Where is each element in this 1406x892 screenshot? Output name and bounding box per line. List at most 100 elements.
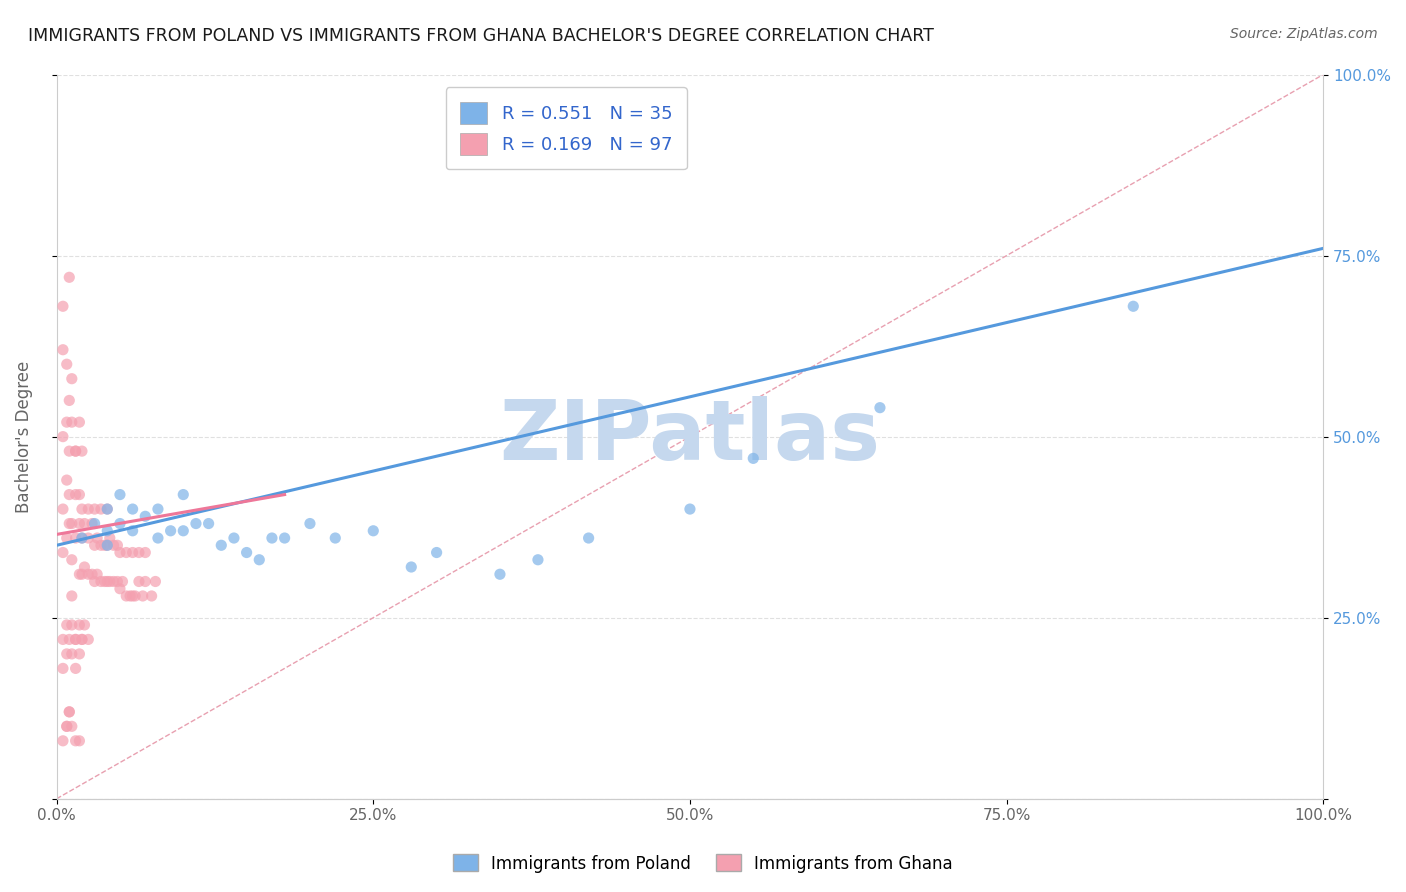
Point — [527, 553, 550, 567]
Point — [52, 734, 75, 748]
Point — [67, 415, 90, 429]
Point — [58, 705, 80, 719]
Point — [273, 531, 295, 545]
Point — [55, 415, 77, 429]
Point — [121, 589, 143, 603]
Point — [361, 524, 384, 538]
Point — [60, 589, 83, 603]
Point — [55, 473, 77, 487]
Point — [108, 582, 131, 596]
Point — [159, 524, 181, 538]
Point — [146, 502, 169, 516]
Point — [65, 487, 87, 501]
Point — [70, 531, 93, 545]
Text: Source: ZipAtlas.com: Source: ZipAtlas.com — [1230, 27, 1378, 41]
Point — [209, 538, 232, 552]
Point — [52, 632, 75, 647]
Point — [90, 502, 112, 516]
Point — [323, 531, 346, 545]
Point — [247, 553, 270, 567]
Point — [55, 719, 77, 733]
Point — [134, 574, 156, 589]
Point — [55, 647, 77, 661]
Point — [52, 299, 75, 313]
Point — [96, 574, 118, 589]
Point — [96, 538, 118, 552]
Point — [67, 487, 90, 501]
Point — [107, 574, 129, 589]
Point — [52, 545, 75, 559]
Point — [52, 343, 75, 357]
Point — [96, 538, 118, 552]
Point — [67, 567, 90, 582]
Point — [58, 444, 80, 458]
Point — [77, 531, 100, 545]
Text: IMMIGRANTS FROM POLAND VS IMMIGRANTS FROM GHANA BACHELOR'S DEGREE CORRELATION CH: IMMIGRANTS FROM POLAND VS IMMIGRANTS FRO… — [28, 27, 934, 45]
Point — [70, 444, 93, 458]
Point — [83, 516, 105, 531]
Point — [184, 516, 207, 531]
Point — [67, 516, 90, 531]
Point — [108, 487, 131, 501]
Point — [578, 531, 600, 545]
Point — [141, 589, 163, 603]
Point — [67, 647, 90, 661]
Point — [60, 415, 83, 429]
Point — [124, 589, 146, 603]
Point — [83, 538, 105, 552]
Point — [58, 487, 80, 501]
Point — [58, 393, 80, 408]
Point — [235, 545, 257, 559]
Point — [86, 567, 108, 582]
Point — [120, 589, 142, 603]
Point — [70, 632, 93, 647]
Point — [55, 531, 77, 545]
Point — [869, 401, 891, 415]
Point — [108, 516, 131, 531]
Point — [83, 574, 105, 589]
Point — [115, 545, 138, 559]
Point — [107, 538, 129, 552]
Point — [298, 516, 321, 531]
Point — [73, 516, 96, 531]
Point — [146, 531, 169, 545]
Point — [108, 545, 131, 559]
Point — [489, 567, 512, 582]
Point — [70, 567, 93, 582]
Point — [103, 538, 125, 552]
Point — [98, 531, 121, 545]
Point — [80, 567, 103, 582]
Point — [65, 444, 87, 458]
Point — [58, 270, 80, 285]
Point — [65, 632, 87, 647]
Point — [65, 632, 87, 647]
Point — [90, 574, 112, 589]
Point — [58, 705, 80, 719]
Point — [67, 618, 90, 632]
Point — [96, 502, 118, 516]
Point — [128, 574, 150, 589]
Point — [103, 574, 125, 589]
Point — [111, 574, 134, 589]
Point — [679, 502, 702, 516]
Point — [98, 574, 121, 589]
Point — [52, 502, 75, 516]
Point — [60, 553, 83, 567]
Point — [96, 524, 118, 538]
Point — [52, 430, 75, 444]
Point — [222, 531, 245, 545]
Point — [70, 632, 93, 647]
Point — [60, 618, 83, 632]
Point — [426, 545, 449, 559]
Point — [197, 516, 219, 531]
Point — [60, 372, 83, 386]
Point — [121, 502, 143, 516]
Point — [83, 502, 105, 516]
Point — [401, 560, 423, 574]
Point — [145, 574, 167, 589]
Point — [77, 567, 100, 582]
Legend: R = 0.551   N = 35, R = 0.169   N = 97: R = 0.551 N = 35, R = 0.169 N = 97 — [446, 87, 686, 169]
Point — [121, 545, 143, 559]
Legend: Immigrants from Poland, Immigrants from Ghana: Immigrants from Poland, Immigrants from … — [446, 847, 960, 880]
Text: ZIPatlas: ZIPatlas — [499, 396, 880, 477]
